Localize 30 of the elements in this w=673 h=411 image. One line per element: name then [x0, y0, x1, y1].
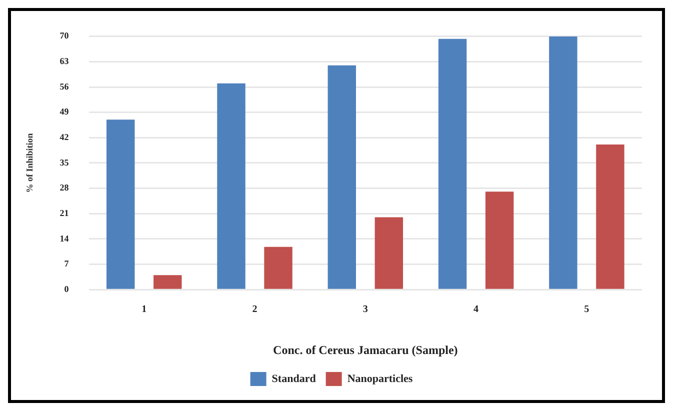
bar [154, 275, 182, 289]
bar [596, 144, 624, 289]
y-axis-title: % of Inhibition [24, 133, 35, 193]
bar [106, 120, 135, 289]
y-tick-label: 42 [60, 132, 70, 142]
y-tick-label: 28 [60, 182, 70, 193]
bar [374, 217, 404, 289]
x-tick-label: 4 [474, 304, 479, 316]
bar [549, 36, 578, 289]
y-tick-label: 14 [60, 233, 70, 244]
x-tick-label: 5 [584, 304, 590, 316]
y-tick-label: 70 [60, 30, 70, 41]
y-tick-label: 49 [60, 106, 70, 117]
legend-label: Nanoparticles [347, 372, 414, 385]
x-tick-label: 3 [362, 304, 368, 316]
bar [438, 38, 467, 289]
y-tick-label: 0 [64, 284, 70, 294]
bar [485, 192, 514, 289]
legend-label: Standard [272, 372, 316, 385]
y-tick-label: 21 [60, 208, 70, 218]
y-tick-label: 7 [64, 258, 70, 269]
y-tick-label: 56 [60, 81, 70, 92]
bar [217, 83, 246, 289]
bar [264, 246, 292, 289]
y-tick-label: 63 [60, 56, 70, 66]
x-tick-label: 2 [252, 304, 258, 316]
x-axis-title: Conc. of Cereus Jamacaru (Sample) [273, 342, 458, 357]
x-tick-label: 1 [142, 304, 147, 316]
bar [328, 65, 356, 289]
y-tick-label: 35 [60, 157, 70, 168]
